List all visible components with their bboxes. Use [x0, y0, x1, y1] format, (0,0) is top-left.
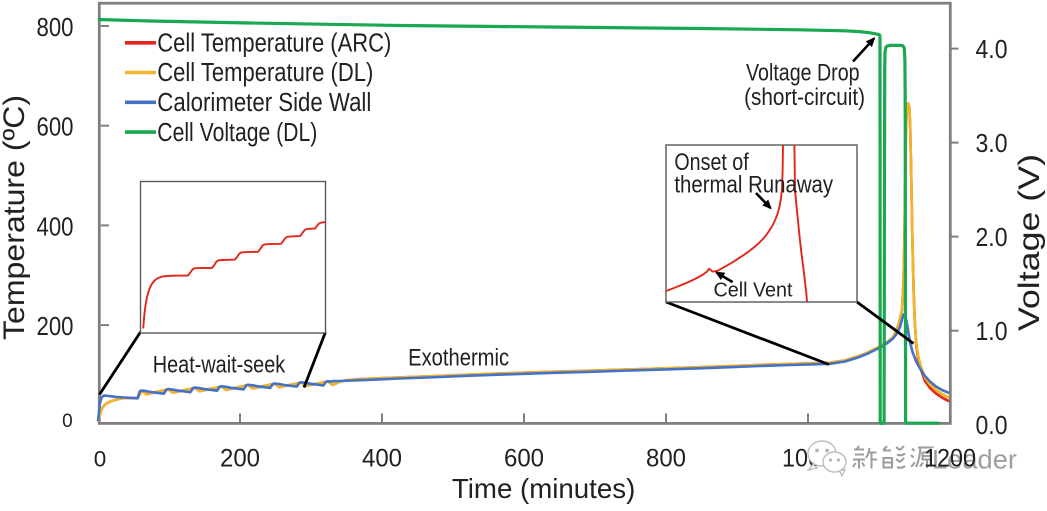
svg-text:Temperature (ºC): Temperature (ºC) — [0, 95, 31, 340]
svg-text:Voltage (V): Voltage (V) — [1013, 154, 1046, 331]
svg-text:Exothermic: Exothermic — [408, 345, 509, 372]
svg-text:Leader: Leader — [932, 445, 1017, 475]
svg-text:Time (minutes): Time (minutes) — [452, 473, 635, 504]
svg-text:thermal Runaway: thermal Runaway — [674, 171, 833, 198]
svg-text:600: 600 — [504, 445, 544, 473]
svg-text:Cell Temperature (ARC): Cell Temperature (ARC) — [157, 30, 391, 58]
svg-text:Voltage Drop: Voltage Drop — [746, 60, 860, 87]
svg-text:Cell Voltage (DL): Cell Voltage (DL) — [157, 119, 317, 147]
svg-text:4.0: 4.0 — [976, 34, 1008, 64]
svg-text:Heat-wait-seek: Heat-wait-seek — [153, 352, 286, 379]
svg-text:0: 0 — [62, 411, 73, 432]
svg-text:Cell Vent: Cell Vent — [714, 279, 793, 301]
svg-text:(short-circuit): (short-circuit) — [744, 84, 865, 111]
svg-text:600: 600 — [37, 112, 74, 142]
svg-text:Cell Temperature (DL): Cell Temperature (DL) — [157, 59, 373, 87]
svg-text:0.0: 0.0 — [976, 410, 1008, 440]
svg-text:800: 800 — [646, 445, 686, 473]
svg-text:400: 400 — [362, 445, 402, 473]
svg-text:3.0: 3.0 — [976, 128, 1008, 158]
svg-text:0: 0 — [94, 447, 107, 472]
svg-text:1200: 1200 — [924, 445, 976, 473]
svg-text:400: 400 — [37, 211, 74, 241]
svg-text:1.0: 1.0 — [976, 316, 1008, 346]
svg-text:200: 200 — [37, 311, 74, 341]
svg-text:Onset of: Onset of — [674, 149, 749, 176]
svg-text:200: 200 — [220, 445, 260, 473]
svg-text:Calorimeter Side Wall: Calorimeter Side Wall — [157, 89, 371, 117]
svg-text:2.0: 2.0 — [976, 222, 1008, 252]
svg-text:800: 800 — [37, 12, 74, 42]
